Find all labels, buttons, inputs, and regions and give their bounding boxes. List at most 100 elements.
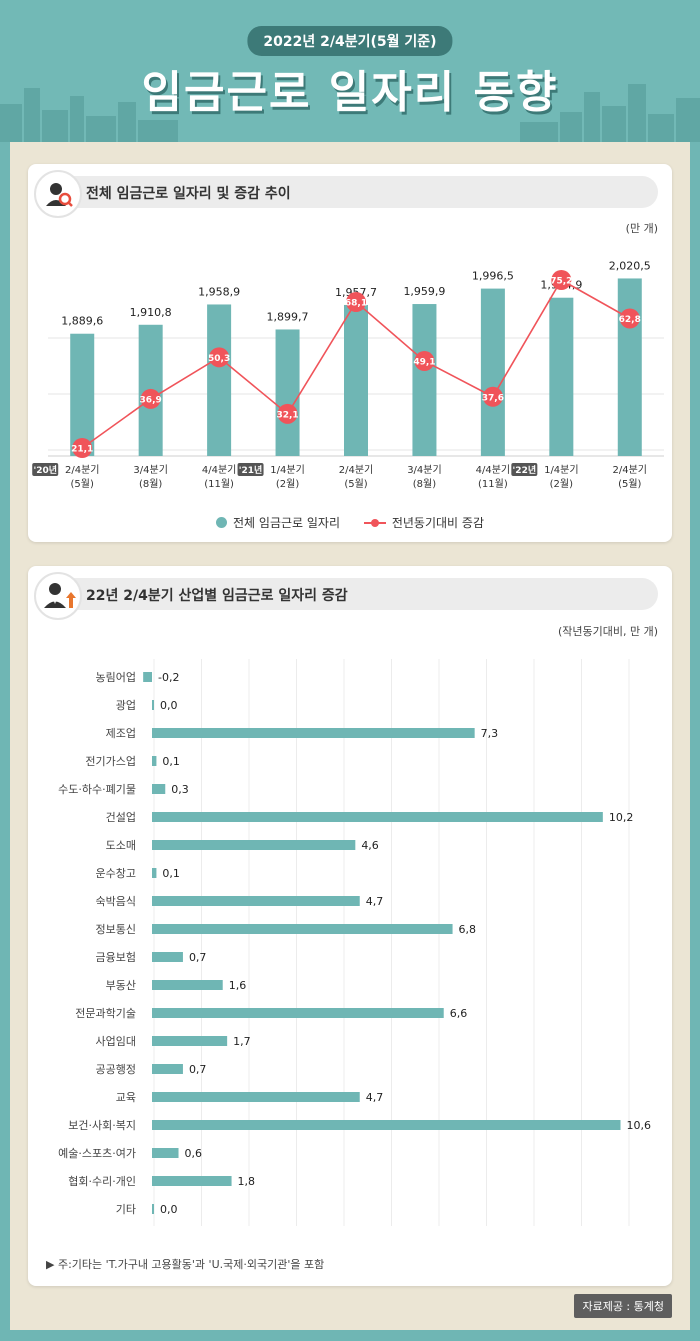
- x-tick-quarter: 4/4분기: [202, 464, 237, 476]
- bar-value-label: 1,899,7: [267, 310, 309, 323]
- bar-value-label: 6,8: [459, 923, 477, 936]
- change-point: [551, 270, 572, 290]
- change-value-label: 75,2: [550, 277, 572, 287]
- category-label: 교육: [116, 1091, 136, 1104]
- bar: [617, 278, 642, 456]
- bar: [344, 304, 368, 456]
- bar: [275, 329, 300, 456]
- bar: [152, 728, 475, 738]
- year-tag: '21년: [237, 463, 264, 476]
- year-tag-bg: [237, 463, 264, 476]
- change-point: [414, 351, 435, 372]
- category-label: 수도·하수·폐기물: [58, 782, 136, 796]
- category-label: 농림어업: [96, 671, 136, 684]
- legend-dot-icon: [216, 517, 228, 528]
- category-label: 숙박음식: [96, 895, 136, 908]
- total-jobs-card: 전체 임금근로 일자리 및 증감 추이 (만 개) 1,889,6 '20년 2/4…: [28, 164, 672, 542]
- main-title: 임금근로 일자리 동향: [141, 67, 559, 118]
- x-tick-month: (2월): [276, 478, 299, 490]
- x-tick-quarter: 1/4분기: [270, 464, 305, 476]
- change-value-label: 50,3: [208, 354, 230, 364]
- year-tag: '22년: [511, 463, 538, 476]
- category-label: 제조업: [106, 727, 136, 740]
- bar: [152, 1036, 228, 1046]
- year-tag: '20년: [32, 463, 59, 476]
- change-value-label: 36,9: [140, 395, 162, 405]
- bar: [152, 1064, 183, 1074]
- legend-item-bar: 전체 임금근로 일자리: [216, 514, 340, 531]
- bar: [152, 700, 154, 710]
- source-badge: 자료제공 : 통계청: [574, 1294, 672, 1318]
- change-value-label: 37,6: [482, 393, 504, 403]
- category-label: 건설업: [106, 811, 136, 824]
- bar: [143, 672, 152, 682]
- industry-jobs-card: 22년 2/4분기 산업별 임금근로 일자리 증감 (작년동기대비, 만 개) …: [28, 566, 672, 1286]
- category-label: 협회·수리·개인: [68, 1175, 136, 1188]
- bar-value-label: 0,1: [162, 755, 180, 768]
- bar-value-label: 6,6: [450, 1007, 468, 1020]
- x-tick-month: (5월): [344, 478, 367, 490]
- bar-value-label: 1,889,6: [61, 315, 103, 328]
- x-tick-quarter: 2/4분기: [65, 464, 100, 476]
- bar: [152, 1120, 621, 1130]
- category-label: 정보통신: [96, 923, 136, 936]
- bar-value-label: 1,996,5: [472, 270, 514, 283]
- bar: [152, 952, 183, 962]
- bar-value-label: 0,7: [189, 1063, 207, 1076]
- bar-value-label: 1,6: [229, 979, 247, 992]
- bar: [70, 333, 95, 456]
- x-tick-month: (11월): [204, 478, 234, 490]
- category-label: 운수창고: [96, 867, 136, 880]
- bar: [152, 1008, 444, 1018]
- bar-value-label: 0,1: [162, 867, 180, 880]
- unit-label: (만 개): [625, 222, 658, 235]
- section-header: 전체 임금근로 일자리 및 증감 추이: [34, 170, 658, 218]
- bar: [152, 1204, 154, 1214]
- year-tag-bg: [32, 463, 59, 476]
- bar-value-label: 1,959,9: [403, 285, 445, 298]
- bar: [152, 812, 603, 822]
- x-tick-quarter: 1/4분기: [544, 464, 579, 476]
- change-point: [140, 388, 161, 409]
- bar-value-label: -0,2: [158, 671, 179, 684]
- bar: [549, 297, 574, 456]
- bar: [152, 1092, 360, 1102]
- category-label: 보건·사회·복지: [68, 1119, 136, 1132]
- bar-value-label: 4,6: [361, 839, 379, 852]
- category-label: 광업: [116, 699, 136, 712]
- section-title: 22년 2/4분기 산업별 임금근로 일자리 증감: [86, 588, 348, 604]
- bar: [152, 896, 360, 906]
- total-jobs-chart: 1,889,6 '20년 2/4분기 (5월) 1,910,8 3/4분기 (8월) 1,95…: [32, 259, 664, 490]
- bar: [152, 868, 157, 878]
- bar-value-label: 1,958,9: [198, 285, 240, 298]
- category-label: 사업임대: [96, 1035, 136, 1048]
- year-tag-label: '22년: [513, 464, 537, 476]
- bar: [152, 756, 157, 766]
- bar-value-label: 2,020,5: [609, 259, 651, 272]
- bar-value-label: 4,7: [366, 895, 384, 908]
- bar: [152, 980, 223, 990]
- legend-line-label: 전년동기대비 증감: [391, 516, 484, 530]
- bar-value-label: 0,0: [160, 699, 178, 712]
- change-point: [346, 292, 366, 313]
- legend-line-icon: [363, 518, 386, 528]
- x-tick-quarter: 3/4분기: [407, 464, 442, 476]
- x-tick-quarter: 2/4분기: [613, 464, 648, 476]
- bar-value-label: 7,3: [481, 727, 499, 740]
- content-panel: 전체 임금근로 일자리 및 증감 추이 (만 개) 1,889,6 '20년 2/4…: [10, 142, 690, 1330]
- bar-value-label: 0,3: [171, 783, 189, 796]
- x-tick-month: (5월): [618, 478, 641, 490]
- x-tick-month: (2월): [550, 478, 573, 490]
- bar: [412, 304, 437, 456]
- change-value-label: 21,1: [71, 445, 93, 455]
- category-label: 공공행정: [96, 1063, 136, 1076]
- section-title: 전체 임금근로 일자리 및 증감 추이: [86, 186, 291, 202]
- bar-value-label: 1,910,8: [130, 306, 172, 319]
- bar: [152, 1176, 232, 1186]
- unit-label: (작년동기대비, 만 개): [557, 625, 658, 638]
- category-label: 전기가스업: [85, 755, 136, 768]
- x-tick-month: (8월): [139, 478, 162, 490]
- change-point: [277, 403, 298, 424]
- bar: [152, 840, 356, 850]
- bar-value-label: 0,0: [160, 1203, 178, 1216]
